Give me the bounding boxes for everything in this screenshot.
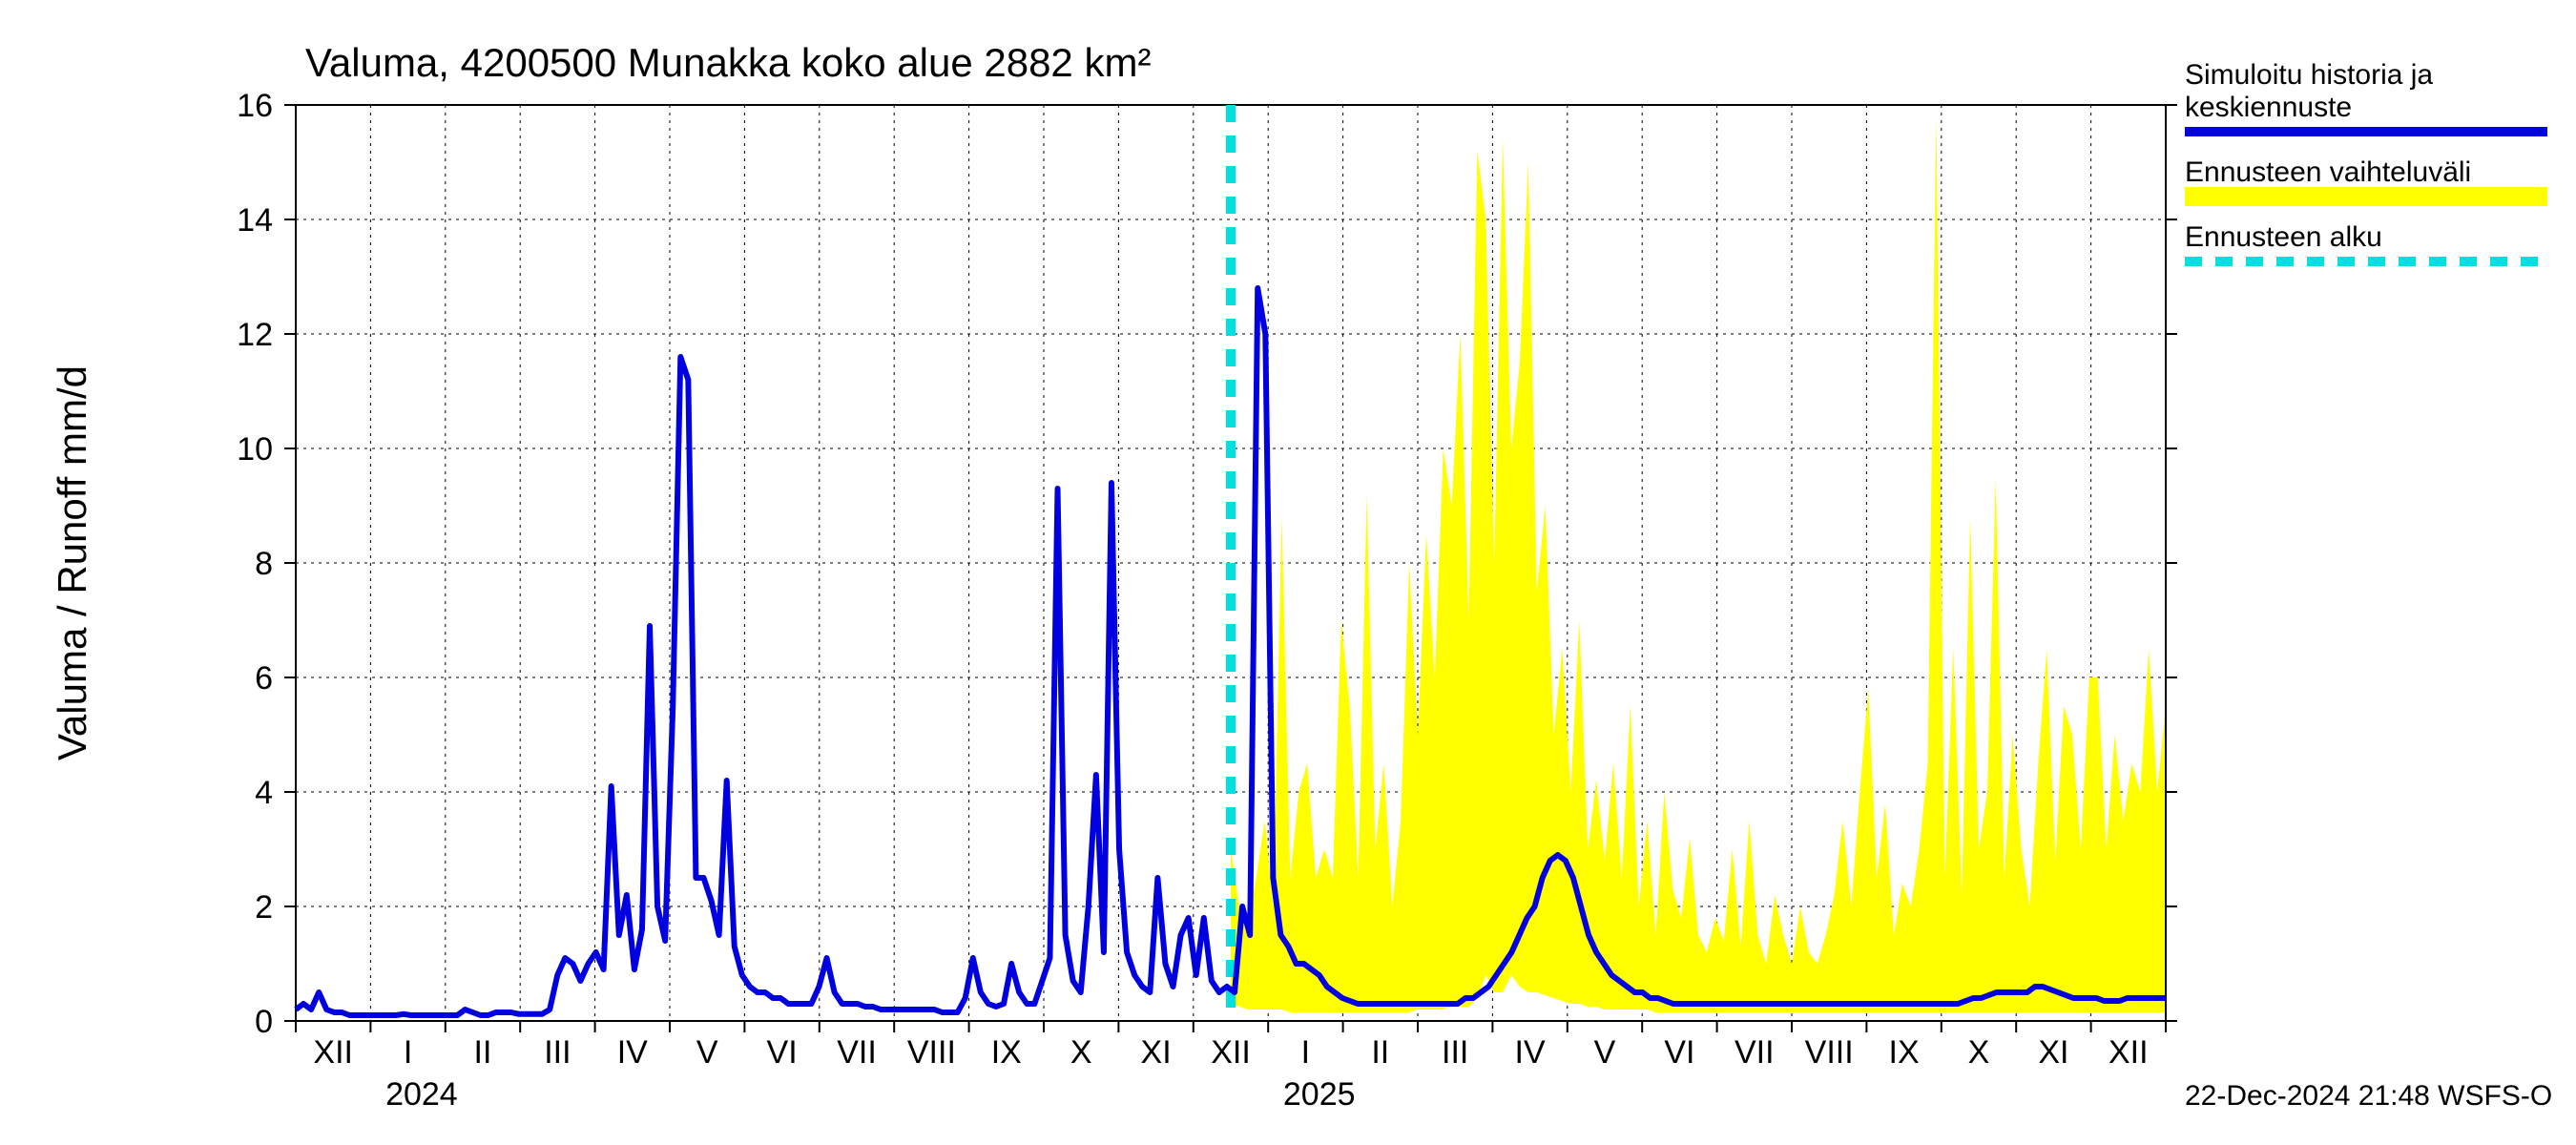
x-month-label: III <box>544 1034 571 1071</box>
y-tick-label: 10 <box>237 431 273 468</box>
x-month-label: XI <box>1141 1034 1172 1071</box>
x-month-label: III <box>1442 1034 1468 1071</box>
y-tick-label: 0 <box>255 1004 273 1040</box>
legend-label-range: Ennusteen vaihteluväli <box>2185 156 2471 188</box>
x-month-label: X <box>1070 1034 1092 1071</box>
x-month-label: VII <box>1735 1034 1775 1071</box>
x-month-label: IV <box>617 1034 648 1071</box>
legend-label-sim: Simuloitu historia ja <box>2185 59 2433 91</box>
y-tick-label: 12 <box>237 317 273 353</box>
y-tick-label: 16 <box>237 88 273 124</box>
x-month-label: XII <box>2109 1034 2149 1071</box>
y-axis-label: Valuma / Runoff mm/d <box>50 365 94 760</box>
x-year-label: 2025 <box>1283 1076 1356 1113</box>
x-month-label: IX <box>991 1034 1022 1071</box>
chart-title: Valuma, 4200500 Munakka koko alue 2882 k… <box>305 40 1151 85</box>
x-month-label: II <box>474 1034 492 1071</box>
x-month-label: XII <box>1211 1034 1251 1071</box>
x-year-label: 2024 <box>385 1076 458 1113</box>
x-month-label: I <box>404 1034 412 1071</box>
legend-label-start: Ennusteen alku <box>2185 221 2382 253</box>
y-tick-label: 14 <box>237 202 273 239</box>
x-month-label: IV <box>1515 1034 1546 1071</box>
x-month-label: VII <box>837 1034 877 1071</box>
legend-label-sim: keskiennuste <box>2185 92 2352 123</box>
x-month-label: I <box>1301 1034 1310 1071</box>
footer-timestamp: 22-Dec-2024 21:48 WSFS-O <box>2185 1080 2552 1112</box>
x-month-label: XII <box>313 1034 353 1071</box>
y-tick-label: 6 <box>255 660 273 697</box>
y-tick-label: 4 <box>255 775 273 811</box>
x-month-label: V <box>1594 1034 1616 1071</box>
y-tick-label: 2 <box>255 889 273 926</box>
x-month-label: X <box>1968 1034 1990 1071</box>
x-month-label: XI <box>2038 1034 2068 1071</box>
chart-container: 0246810121416XIIIIIIIIIVVVIVIIVIIIIXXXIX… <box>0 0 2576 1145</box>
x-month-label: V <box>696 1034 718 1071</box>
x-month-label: II <box>1371 1034 1389 1071</box>
chart-svg: 0246810121416XIIIIIIIIIVVVIVIIVIIIIXXXIX… <box>0 0 2576 1145</box>
x-month-label: IX <box>1889 1034 1920 1071</box>
x-month-label: VIII <box>1805 1034 1854 1071</box>
y-tick-label: 8 <box>255 546 273 582</box>
x-month-label: VIII <box>907 1034 956 1071</box>
x-month-label: VI <box>767 1034 798 1071</box>
x-month-label: VI <box>1664 1034 1694 1071</box>
